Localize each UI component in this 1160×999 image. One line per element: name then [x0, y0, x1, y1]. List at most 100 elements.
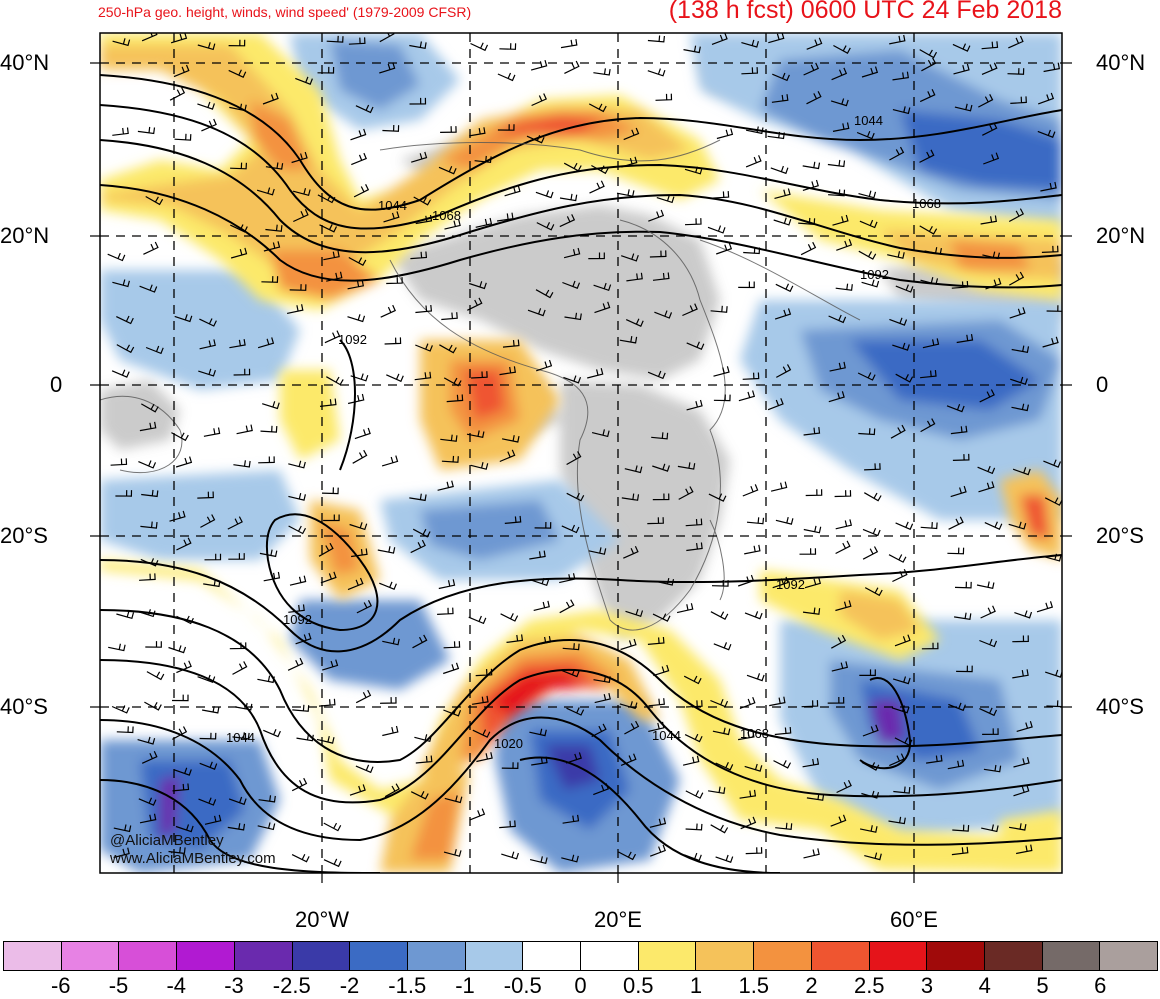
wind-barb — [919, 225, 938, 235]
wind-barb — [648, 209, 665, 222]
wind-barb — [775, 283, 794, 293]
wind-barb — [1007, 68, 1025, 75]
wind-barb — [862, 546, 879, 560]
wind-barb — [716, 242, 733, 255]
wind-barb — [623, 545, 639, 559]
wind-barb — [145, 641, 162, 648]
wind-barb — [684, 733, 703, 743]
wind-barb — [1012, 635, 1029, 643]
wind-barb — [713, 394, 731, 402]
wind-barb — [413, 196, 432, 206]
wind-barb — [593, 783, 609, 796]
wind-barb — [980, 215, 997, 225]
wind-barb — [563, 375, 582, 384]
wind-barb — [138, 460, 157, 469]
wind-barb — [256, 187, 275, 196]
wind-barb — [563, 162, 582, 172]
wind-barb — [262, 92, 279, 105]
wind-barb — [686, 399, 703, 411]
wind-barb — [257, 337, 275, 349]
wind-barb — [1008, 208, 1025, 223]
wind-barb — [382, 637, 400, 646]
wind-barb — [116, 726, 134, 734]
lat-label-20s-right: 20°S — [1096, 523, 1144, 548]
wind-barb — [352, 449, 368, 464]
colorbar-swatch — [754, 942, 812, 970]
wind-barb — [686, 542, 703, 552]
lat-label-20n-left: 20°N — [0, 223, 50, 248]
wind-barb — [288, 460, 306, 469]
wind-barb — [707, 225, 726, 234]
wind-barb — [236, 424, 253, 435]
wind-barb — [526, 135, 545, 144]
wind-barb — [174, 314, 193, 323]
wind-barb — [227, 823, 246, 831]
wind-barb — [649, 817, 667, 828]
colorbar-label: -2.5 — [272, 973, 311, 998]
wind-barb — [827, 159, 846, 168]
wind-barb — [228, 69, 247, 79]
wind-barb — [954, 581, 972, 589]
colorbar-label: 1 — [689, 973, 703, 998]
wind-barb — [859, 825, 878, 833]
wind-barb — [587, 368, 604, 379]
wind-barb — [168, 846, 186, 855]
wind-barb — [347, 314, 366, 323]
wind-barb — [561, 854, 579, 863]
lat-label-eq-left: 0 — [50, 372, 63, 397]
contour-label: 1092 — [776, 577, 805, 592]
wind-barb — [769, 696, 786, 707]
wind-barb — [741, 39, 759, 48]
wind-barb — [862, 527, 881, 537]
wind-barb — [677, 462, 696, 470]
wind-barb — [446, 394, 464, 403]
wind-barb — [439, 344, 457, 354]
wind-barb — [534, 635, 552, 646]
wind-barb — [894, 634, 911, 647]
contour-label: 1068 — [912, 196, 941, 211]
contour-label: 1044 — [652, 728, 681, 743]
wind-barb — [145, 345, 164, 355]
colorbar-label: 6 — [1094, 973, 1107, 998]
wind-barb — [107, 252, 126, 262]
wind-barb — [230, 162, 247, 170]
wind-barb — [739, 696, 756, 710]
wind-barb — [892, 676, 911, 685]
watermark-handle: @AliciaMBentley — [110, 832, 224, 849]
wind-barb — [919, 149, 935, 163]
wind-barb — [827, 696, 845, 704]
wind-barb — [174, 133, 192, 141]
wind-barb — [1011, 403, 1029, 412]
wind-barb — [619, 336, 638, 344]
colorbar-swatch — [523, 942, 582, 970]
wind-barb — [409, 493, 427, 502]
wind-barb — [535, 190, 554, 199]
colorbar-label: -3 — [224, 973, 244, 998]
wind-barb — [562, 814, 580, 824]
wind-barb — [803, 848, 820, 859]
wind-barb — [347, 279, 365, 290]
wind-barb — [438, 166, 457, 175]
wind-barb — [259, 549, 278, 558]
wind-barb — [892, 106, 911, 115]
wind-barb — [738, 574, 755, 587]
wind-barb — [564, 60, 580, 74]
wind-barb — [891, 705, 910, 714]
contour-label: 1092 — [283, 612, 312, 627]
wind-barb — [864, 852, 882, 861]
wind-barb — [263, 728, 281, 738]
wind-barb — [291, 151, 308, 164]
wind-barb — [1013, 785, 1030, 797]
wind-barb — [647, 68, 666, 77]
wind-barb — [799, 548, 817, 555]
wind-barb — [676, 603, 694, 614]
wind-barb — [410, 791, 429, 800]
lat-label-20s-left: 20°S — [0, 523, 48, 548]
lat-lon-grid — [100, 33, 1062, 873]
wind-barb — [894, 737, 913, 747]
wind-barb — [415, 343, 433, 352]
wind-barb — [954, 103, 973, 112]
wind-barb — [739, 789, 757, 799]
colorbar — [3, 941, 1158, 971]
